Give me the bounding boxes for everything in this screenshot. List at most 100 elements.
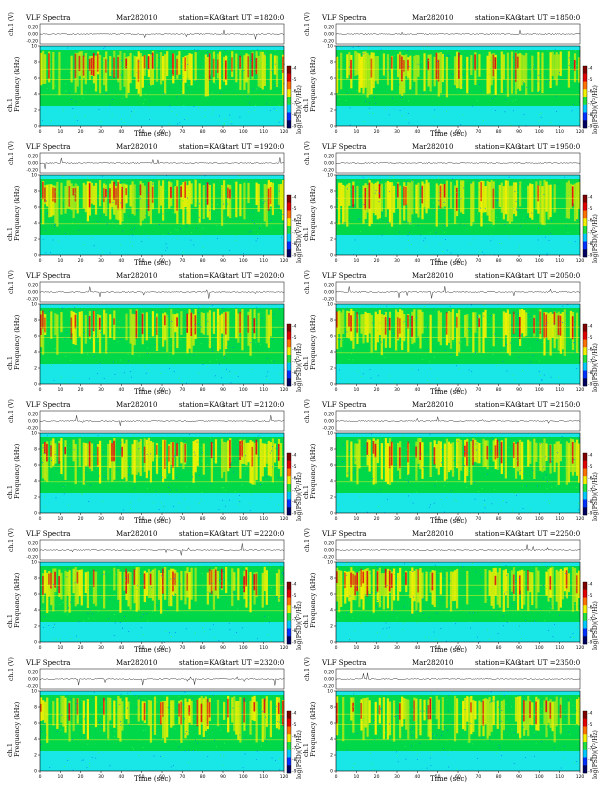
noise-speckle — [167, 316, 169, 317]
emission-streak — [342, 184, 345, 225]
noise-speckle — [516, 495, 517, 496]
noise-speckle — [544, 620, 546, 621]
noise-speckle — [513, 763, 515, 764]
noise-speckle — [186, 117, 188, 119]
noise-speckle — [209, 361, 211, 362]
noise-speckle — [216, 225, 218, 226]
colorbar-segment — [583, 491, 587, 500]
emission-streak — [376, 314, 379, 343]
noise-speckle — [55, 348, 56, 350]
time-xlabel: Time (sec) — [134, 388, 172, 396]
noise-speckle — [115, 699, 117, 700]
noise-speckle — [538, 55, 540, 57]
noise-speckle — [577, 503, 579, 504]
strong-emission — [48, 53, 50, 79]
noise-speckle — [572, 705, 574, 706]
noise-speckle — [66, 695, 68, 697]
noise-speckle — [247, 95, 249, 97]
strong-emission — [176, 317, 178, 327]
noise-speckle — [165, 250, 166, 251]
noise-speckle — [480, 589, 482, 590]
noise-speckle — [573, 637, 574, 638]
noise-speckle — [66, 332, 68, 333]
noise-speckle — [508, 447, 510, 449]
colorbar-segment — [287, 507, 291, 516]
colorbar-segment — [287, 104, 291, 113]
noise-speckle — [146, 454, 148, 455]
waveform-trace — [39, 286, 285, 299]
strong-emission — [176, 58, 178, 75]
noise-speckle — [523, 598, 524, 600]
noise-speckle — [201, 492, 203, 493]
noise-speckle — [481, 737, 483, 739]
emission-streak — [514, 443, 518, 479]
x-tick-label: 70 — [475, 645, 481, 651]
noise-speckle — [146, 712, 148, 714]
noise-speckle — [408, 481, 409, 483]
noise-speckle — [128, 631, 130, 632]
strong-emission — [46, 443, 48, 462]
noise-speckle — [453, 445, 454, 447]
noise-speckle — [354, 239, 356, 241]
noise-speckle — [103, 476, 105, 477]
noise-speckle — [121, 118, 122, 120]
noise-speckle — [185, 731, 187, 732]
noise-speckle — [415, 707, 417, 709]
strong-emission — [360, 702, 363, 719]
waveform-trace — [335, 416, 581, 424]
noise-speckle — [260, 225, 262, 226]
noise-speckle — [368, 107, 370, 109]
noise-speckle — [56, 331, 57, 333]
noise-speckle — [65, 233, 67, 234]
emission-streak — [484, 186, 487, 213]
emission-streak — [338, 182, 341, 225]
noise-speckle — [117, 341, 119, 343]
noise-speckle — [160, 724, 161, 726]
noise-speckle — [575, 710, 577, 712]
noise-speckle — [144, 366, 146, 368]
y-tick-label: 2 — [330, 366, 333, 372]
strong-emission — [549, 444, 552, 464]
strong-emission — [348, 313, 350, 327]
noise-speckle — [88, 501, 90, 502]
noise-speckle — [255, 759, 257, 761]
noise-speckle — [564, 709, 566, 711]
noise-speckle — [348, 185, 350, 187]
emission-streak — [141, 701, 144, 721]
x-tick-label: 0 — [39, 774, 42, 780]
noise-speckle — [152, 56, 153, 57]
emission-streak — [521, 308, 524, 334]
waveform-tick-label: -0.20 — [26, 426, 38, 432]
emission-streak — [362, 51, 365, 94]
noise-speckle — [428, 506, 430, 508]
emission-streak — [139, 181, 142, 226]
emission-streak — [149, 440, 153, 483]
emission-streak — [149, 180, 153, 224]
emission-streak — [366, 53, 369, 98]
noise-speckle — [153, 738, 155, 739]
noise-speckle — [42, 177, 43, 178]
colorbar-tick-label: -9 — [588, 253, 593, 259]
noise-speckle — [103, 451, 105, 453]
waveform-tick-label: -0.20 — [322, 297, 334, 303]
noise-speckle — [165, 189, 167, 191]
noise-speckle — [356, 316, 358, 318]
noise-speckle — [380, 708, 381, 710]
strong-emission — [239, 55, 241, 69]
noise-speckle — [145, 698, 147, 700]
colorbar-frame — [286, 194, 292, 258]
noise-speckle — [477, 758, 478, 759]
noise-speckle — [138, 698, 139, 700]
noise-speckle — [565, 573, 566, 574]
emission-streak — [198, 697, 201, 735]
noise-speckle — [340, 311, 342, 313]
emission-streak — [159, 573, 163, 614]
emission-streak — [545, 443, 548, 461]
emission-streak — [54, 443, 57, 464]
strong-emission — [143, 446, 146, 464]
noise-speckle — [460, 124, 462, 126]
x-tick-label: 10 — [57, 645, 63, 651]
noise-speckle — [282, 572, 284, 573]
emission-streak — [417, 438, 420, 464]
time-xlabel: Time (sec) — [134, 775, 172, 783]
